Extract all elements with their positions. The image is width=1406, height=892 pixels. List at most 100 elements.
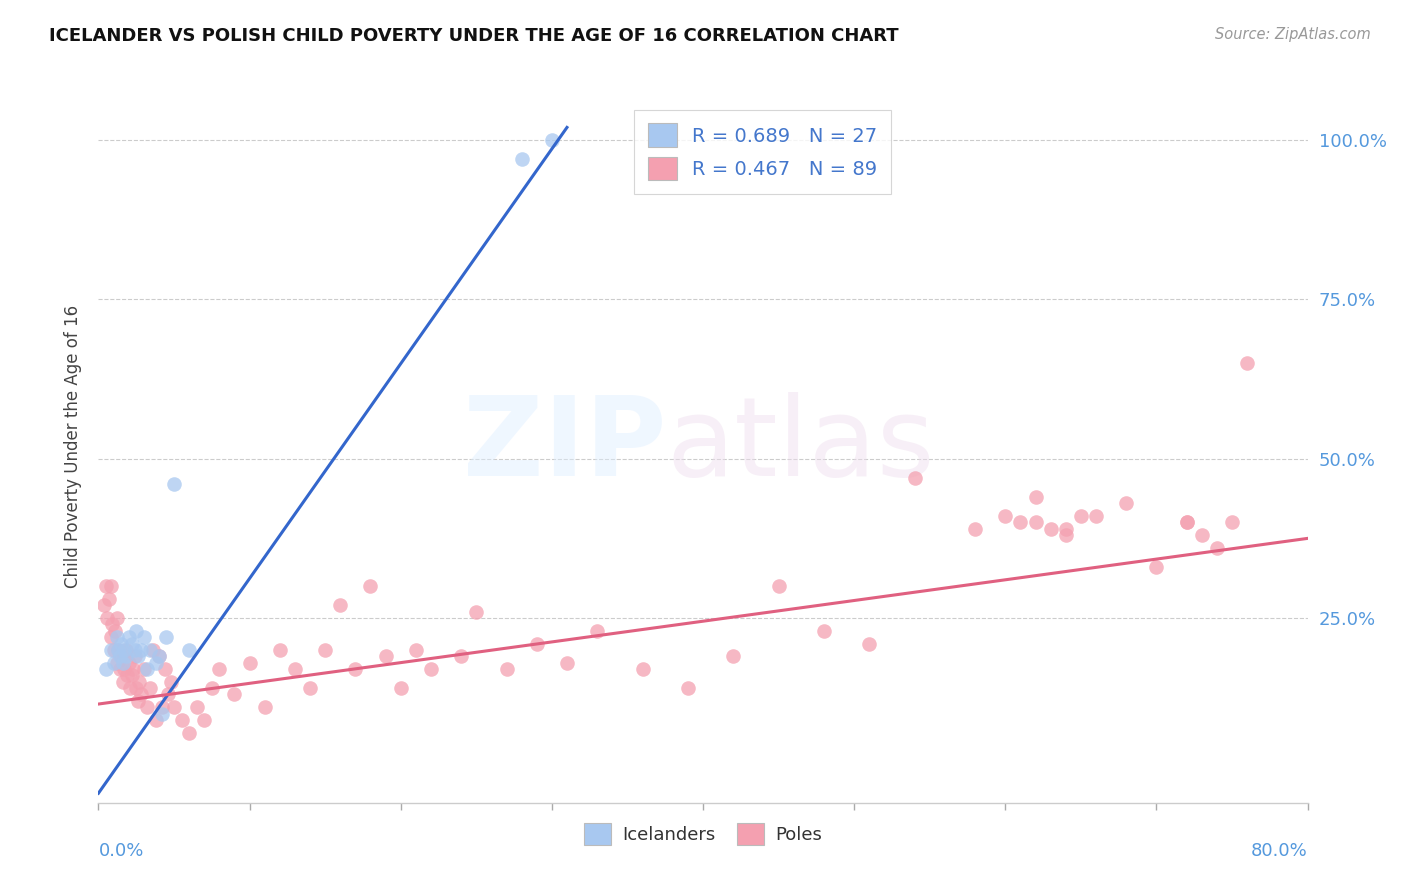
Point [104,624,127,638]
Point [108,662,131,676]
Point [495,662,517,676]
Point [163,477,186,491]
Point [813,624,835,638]
Point [360,579,382,593]
Point [904,471,927,485]
Point [93,599,115,613]
Point [586,624,609,638]
Text: 80.0%: 80.0% [1251,842,1308,860]
Point [110,636,132,650]
Point [153,662,176,676]
Point [1175,516,1198,530]
Point [132,662,155,676]
Point [105,630,128,644]
Point [121,668,143,682]
Point [110,649,132,664]
Point [723,649,745,664]
Point [118,630,141,644]
Point [994,509,1017,524]
Point [121,636,143,650]
Point [631,662,654,676]
Point [269,643,291,657]
Legend: Icelanders, Poles: Icelanders, Poles [575,814,831,855]
Point [389,681,412,695]
Point [129,688,152,702]
Point [122,662,145,676]
Point [1054,522,1077,536]
Point [284,662,307,676]
Point [156,688,179,702]
Point [124,643,146,657]
Point [374,649,396,664]
Point [160,674,183,689]
Point [1206,541,1229,555]
Point [201,681,224,695]
Point [100,643,122,657]
Point [965,522,987,536]
Point [450,649,472,664]
Point [135,700,157,714]
Point [139,681,162,695]
Point [107,643,129,657]
Point [124,649,146,664]
Point [239,656,262,670]
Point [179,643,201,657]
Point [253,700,276,714]
Point [125,624,148,638]
Point [405,643,427,657]
Point [148,649,170,664]
Point [768,579,790,593]
Point [112,662,135,676]
Point [1085,509,1108,524]
Point [1115,496,1137,510]
Y-axis label: Child Poverty Under the Age of 16: Child Poverty Under the Age of 16 [63,304,82,588]
Point [150,706,173,721]
Point [101,617,124,632]
Point [105,656,128,670]
Point [858,636,880,650]
Text: ZIP: ZIP [464,392,666,500]
Point [112,643,135,657]
Text: Source: ZipAtlas.com: Source: ZipAtlas.com [1215,27,1371,42]
Text: 0.0%: 0.0% [98,842,143,860]
Point [105,611,128,625]
Point [125,681,148,695]
Point [111,674,134,689]
Text: ICELANDER VS POLISH CHILD POVERTY UNDER THE AGE OF 16 CORRELATION CHART: ICELANDER VS POLISH CHILD POVERTY UNDER … [49,27,898,45]
Point [142,643,165,657]
Point [465,605,488,619]
Point [1024,490,1046,504]
Point [526,636,548,650]
Point [420,662,443,676]
Point [510,153,533,167]
Point [208,662,231,676]
Point [329,599,352,613]
Point [1191,528,1213,542]
Point [94,662,117,676]
Point [114,649,136,664]
Point [108,649,131,664]
Point [145,713,167,727]
Point [135,662,157,676]
Point [1024,516,1046,530]
Point [676,681,699,695]
Point [179,725,201,739]
Point [314,643,336,657]
Point [94,579,117,593]
Point [1039,522,1062,536]
Point [555,656,578,670]
Point [1010,516,1032,530]
Point [111,656,134,670]
Point [540,133,562,147]
Point [1220,516,1243,530]
Point [103,643,125,657]
Point [155,630,177,644]
Point [127,694,149,708]
Point [127,649,149,664]
Point [150,700,173,714]
Point [145,656,167,670]
Point [1054,528,1077,542]
Point [163,700,186,714]
Point [98,591,121,606]
Point [115,668,138,682]
